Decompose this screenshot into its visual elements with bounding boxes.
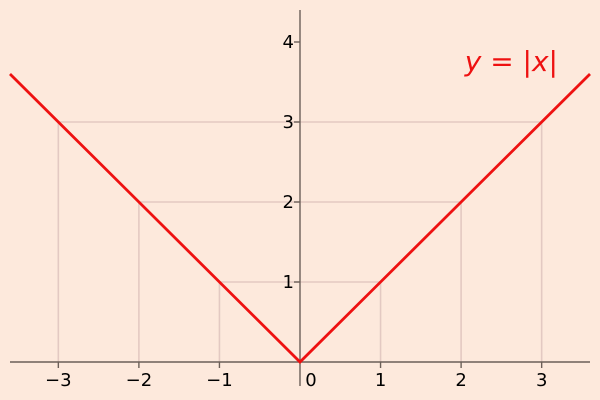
y-tick-label: 4: [283, 32, 294, 53]
x-tick-label: −2: [126, 370, 153, 391]
y-tick-label: 2: [283, 192, 294, 213]
series-line: [9, 73, 591, 364]
function-label: y = |x|: [464, 45, 558, 78]
x-axis-ticks: −3 −2 −1 0 1 2 3: [45, 362, 547, 391]
x-tick-label: 1: [375, 370, 386, 391]
series-layer: [9, 73, 591, 364]
y-axis-ticks: 1 2 3 4: [283, 32, 300, 293]
y-tick-label: 1: [283, 272, 294, 293]
x-tick-label: −1: [206, 370, 233, 391]
x-tick-label: 3: [536, 370, 547, 391]
x-tick-label: 2: [455, 370, 466, 391]
x-tick-label: 0: [305, 370, 316, 391]
x-tick-label: −3: [45, 370, 72, 391]
y-tick-label: 3: [283, 112, 294, 133]
guide-lines: [57, 121, 543, 362]
